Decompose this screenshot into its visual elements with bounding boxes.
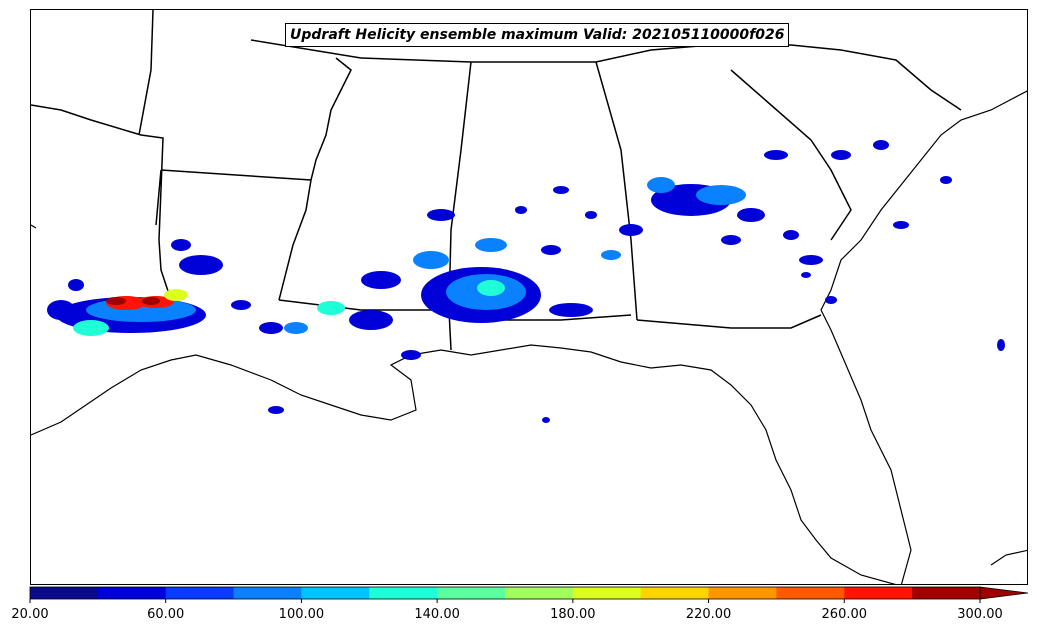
- state-borders: [31, 10, 962, 351]
- colorbar-tick-label: 260.00: [822, 607, 868, 622]
- map-canvas: [31, 10, 1027, 584]
- colorbar-bin: [165, 587, 235, 599]
- colorbar-tick-label: 20.00: [11, 607, 48, 622]
- colorbar: 20.00 60.00 100.00 140.00 180.00 220.00 260.00…: [11, 586, 1029, 622]
- colorbar-bin: [776, 587, 845, 599]
- colorbar-ticks: 20.00 60.00 100.00 140.00 180.00 220.00 260.00…: [11, 599, 1003, 622]
- colorbar-bin: [301, 587, 370, 599]
- colorbar-bin: [97, 587, 167, 599]
- colorbar-bin: [640, 587, 710, 599]
- colorbar-bin: [437, 587, 506, 599]
- colorbar-tick-label: 60.00: [147, 607, 184, 622]
- coastline: [31, 90, 1027, 584]
- colorbar-tick-label: 100.00: [279, 607, 325, 622]
- map-title: Updraft Helicity ensemble maximum Valid:…: [285, 23, 790, 47]
- colorbar-bin: [233, 587, 302, 599]
- colorbar-bin: [844, 587, 913, 599]
- colorbar-tick-label: 180.00: [550, 607, 596, 622]
- helicity-field: [47, 140, 1005, 423]
- colorbar-bin: [708, 587, 777, 599]
- colorbar-bin: [572, 587, 642, 599]
- colorbar-bins: [29, 586, 1029, 600]
- colorbar-tick-label: 140.00: [414, 607, 460, 622]
- colorbar-tick-label: 300.00: [957, 607, 1003, 622]
- colorbar-bin: [30, 587, 99, 599]
- colorbar-bin: [369, 587, 438, 599]
- colorbar-bin: [912, 587, 981, 599]
- colorbar-extend-arrow: [979, 586, 1029, 600]
- map-panel: Updraft Helicity ensemble maximum Valid:…: [30, 9, 1028, 585]
- colorbar-tick-label: 220.00: [686, 607, 732, 622]
- colorbar-bin: [505, 587, 574, 599]
- colorbar-outline: [29, 586, 981, 600]
